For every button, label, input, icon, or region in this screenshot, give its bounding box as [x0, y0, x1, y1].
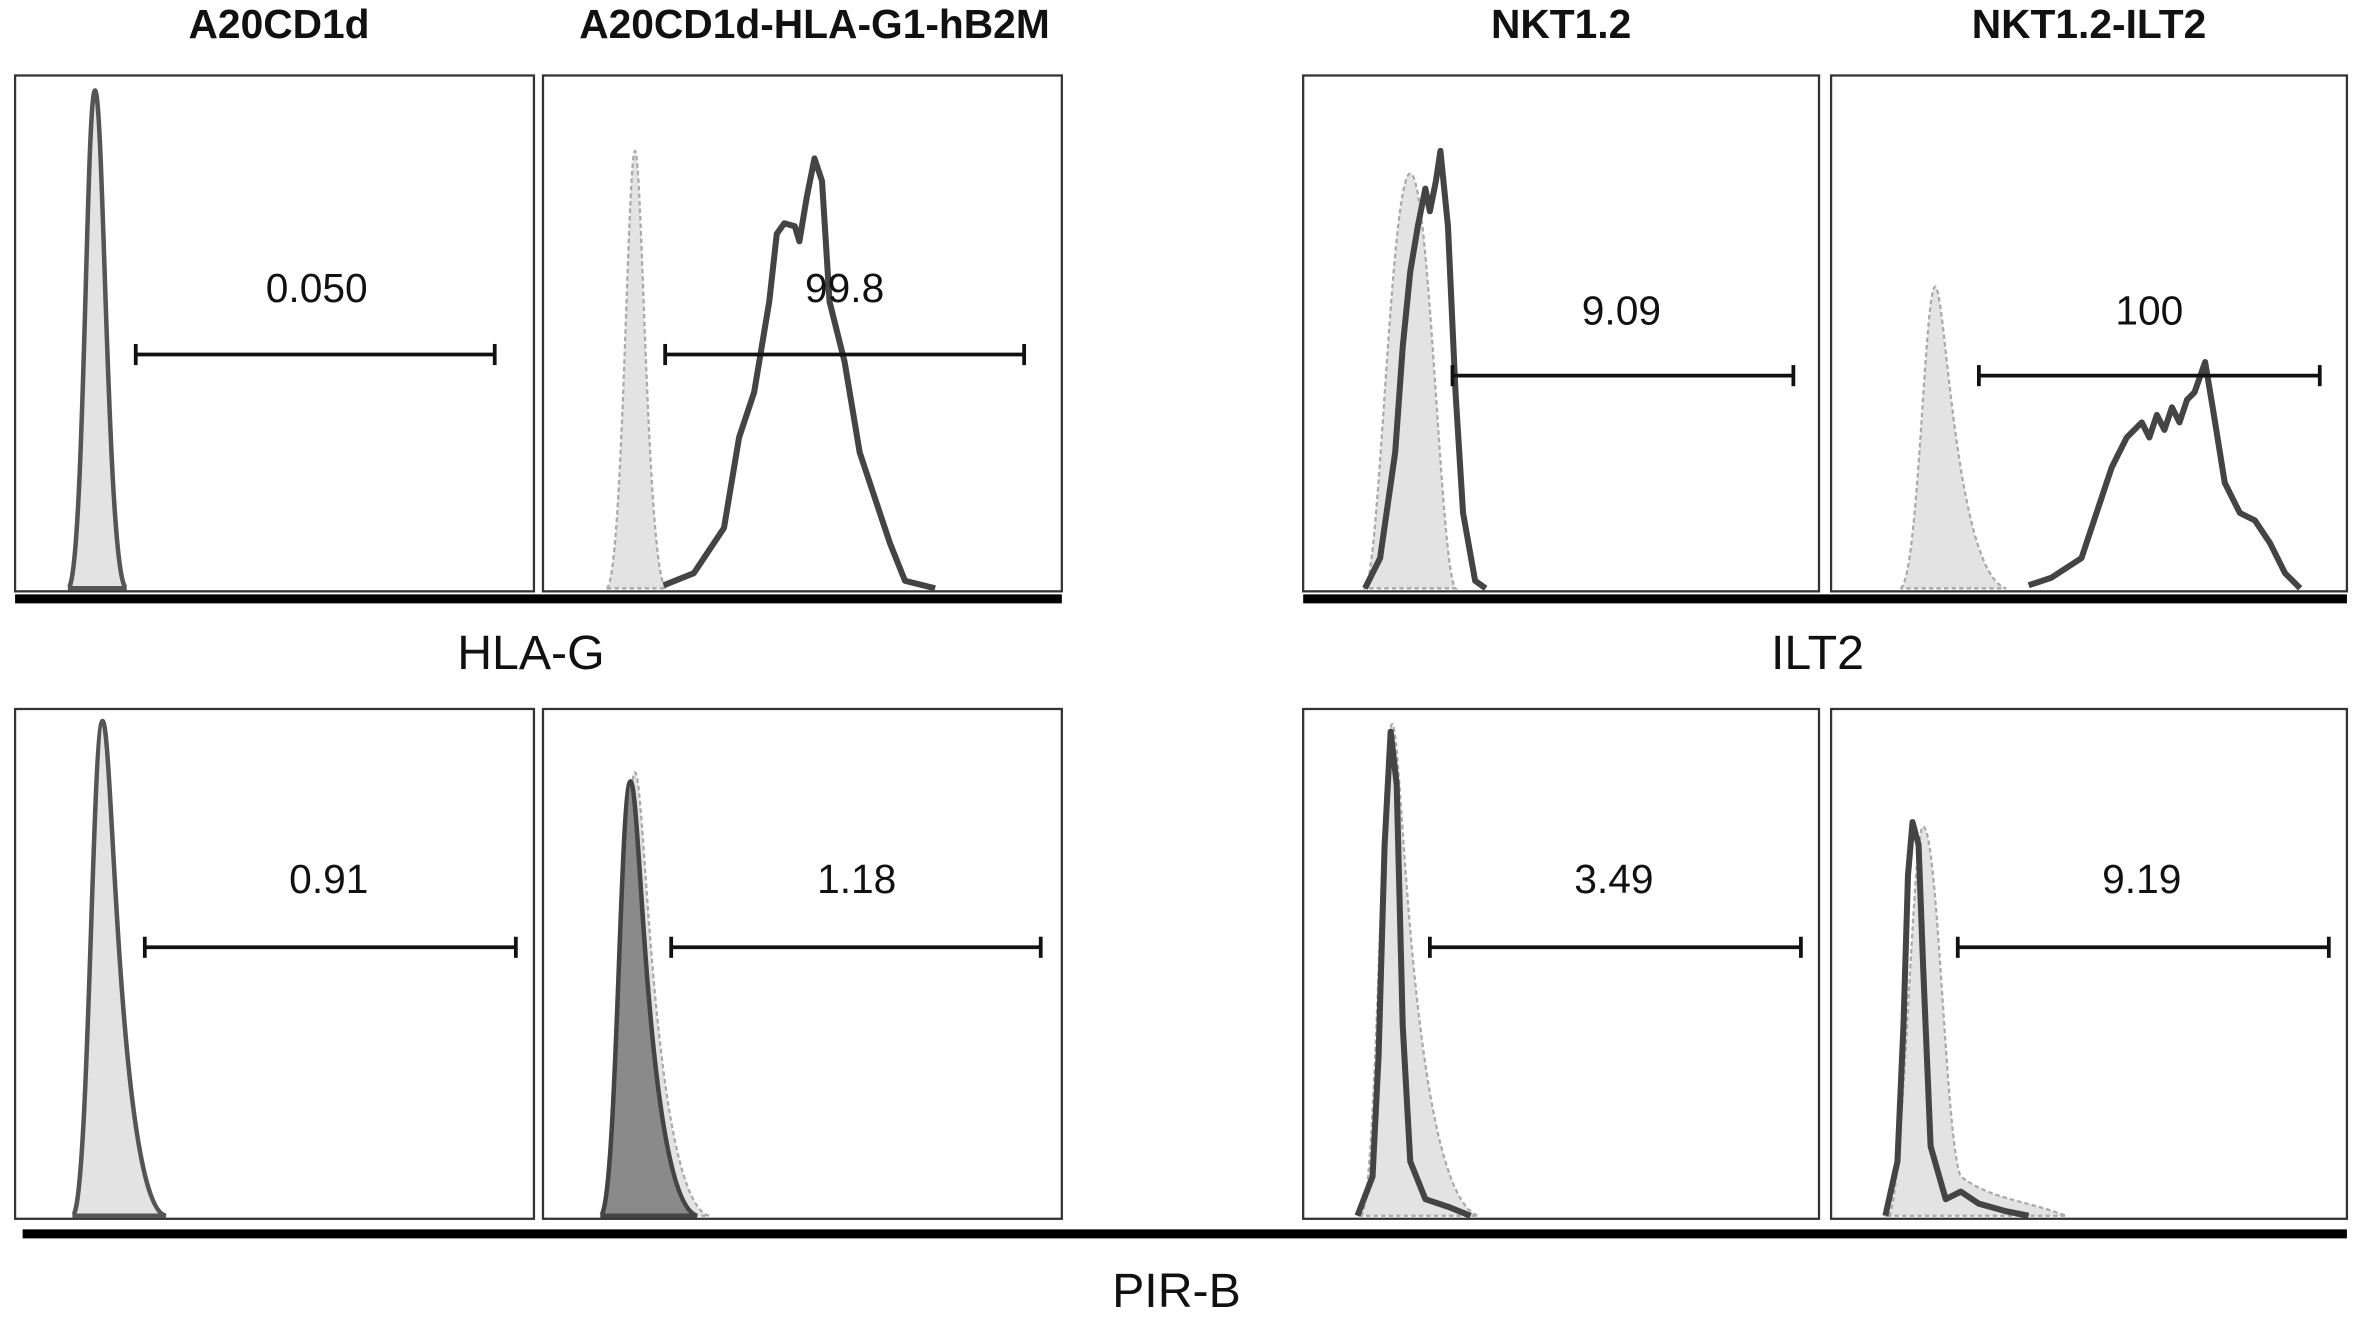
gate-value: 100 [2115, 288, 2183, 334]
column-header: NKT1.2-ILT2 [1972, 1, 2207, 47]
histogram-control [605, 149, 668, 590]
gate-value: 99.8 [805, 265, 884, 311]
histogram-control [1359, 722, 1479, 1217]
column-header: NKT1.2 [1491, 1, 1631, 47]
panel [1829, 74, 2349, 593]
histogram [70, 718, 167, 1219]
histogram [65, 88, 129, 591]
gate-value: 9.09 [1582, 288, 1661, 334]
gate-value: 3.49 [1574, 856, 1653, 902]
histogram-sample [1354, 728, 1472, 1219]
histogram-sample [1362, 147, 1488, 591]
axis-label: PIR-B [1112, 1264, 1241, 1318]
histogram-sample [1882, 819, 2030, 1219]
histogram-control [1899, 285, 2007, 590]
axis-label: ILT2 [1771, 626, 1864, 680]
column-header: A20CD1d [189, 1, 370, 47]
gate-value: 0.050 [266, 265, 368, 311]
histogram-sample [2027, 359, 2303, 591]
gate-value: 0.91 [289, 856, 368, 902]
gate-value: 1.18 [817, 856, 896, 902]
histogram-sample [598, 779, 698, 1219]
histogram-sample [662, 155, 936, 592]
axis-label: HLA-G [457, 626, 604, 680]
gate-value: 9.19 [2102, 856, 2181, 902]
column-header: A20CD1d-HLA-G1-hB2M [579, 1, 1050, 47]
